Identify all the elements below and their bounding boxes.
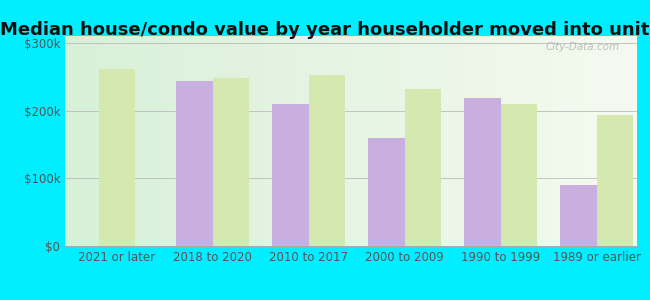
Bar <box>369 138 405 246</box>
Text: City-Data.com: City-Data.com <box>546 42 620 52</box>
Bar <box>560 185 597 246</box>
Bar <box>464 98 501 246</box>
Bar <box>213 78 250 246</box>
Bar <box>309 75 345 246</box>
Bar <box>501 104 538 246</box>
Bar <box>272 104 309 246</box>
Bar <box>99 68 135 246</box>
Bar <box>405 89 441 246</box>
Bar <box>597 115 633 246</box>
Text: Median house/condo value by year householder moved into unit: Median house/condo value by year househo… <box>0 21 650 39</box>
Bar <box>176 81 213 246</box>
